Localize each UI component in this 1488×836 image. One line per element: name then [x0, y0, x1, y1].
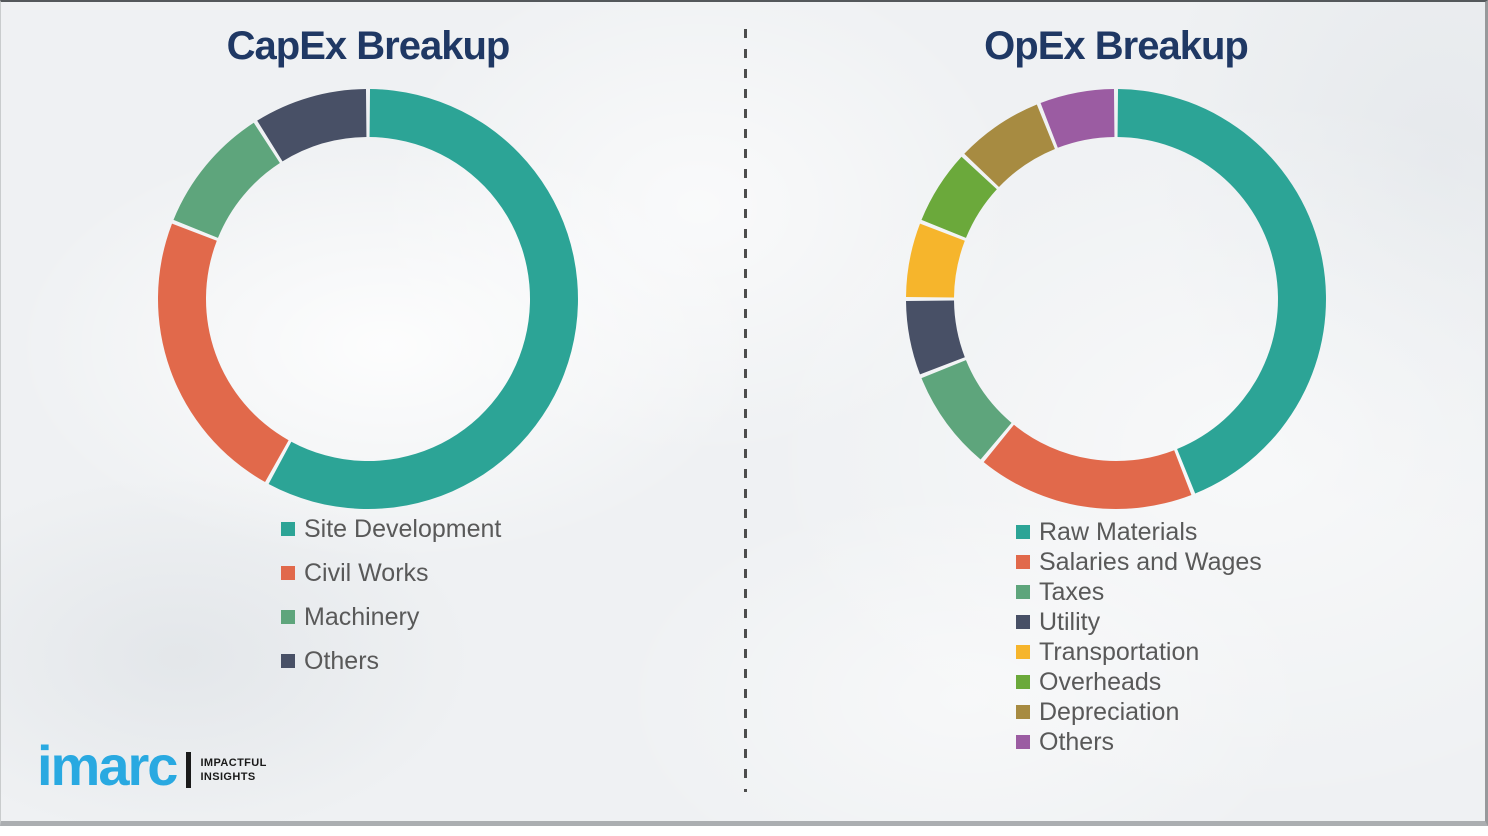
donut-segment-utility [906, 300, 965, 375]
legend-color-swatch [1016, 675, 1030, 689]
legend-label: Overheads [1039, 667, 1162, 696]
capex-legend: Site Development Civil Works Machinery Othe… [281, 507, 501, 683]
donut-segment-salaries-and-wages [983, 424, 1192, 510]
legend-label: Transportation [1039, 637, 1200, 666]
legend-color-swatch [1016, 525, 1030, 539]
legend-color-swatch [1016, 555, 1030, 569]
donut-segment-transportation [906, 223, 965, 298]
capex-donut-chart [157, 89, 578, 510]
legend-color-swatch [281, 654, 295, 668]
legend-color-swatch [1016, 645, 1030, 659]
legend-color-swatch [1016, 585, 1030, 599]
legend-label: Site Development [304, 514, 502, 543]
donut-segment-site-development [268, 89, 578, 510]
legend-color-swatch [281, 566, 295, 580]
legend-item-salaries-and-wages: Salaries and Wages [1016, 547, 1262, 577]
legend-label: Taxes [1039, 577, 1105, 606]
dashed-divider-line [744, 29, 747, 792]
donut-segment-others [257, 89, 367, 162]
legend-item-others: Others [281, 639, 501, 683]
legend-color-swatch [281, 610, 295, 624]
donut-segment-taxes [921, 360, 1012, 460]
legend-item-site-development: Site Development [281, 507, 501, 551]
legend-color-swatch [1016, 735, 1030, 749]
donut-segment-overheads [921, 156, 997, 238]
legend-label: Others [304, 646, 380, 675]
opex-chart-title: OpEx Breakup [984, 24, 1249, 68]
legend-color-swatch [1016, 615, 1030, 629]
capex-chart-title: CapEx Breakup [226, 24, 511, 68]
legend-item-taxes: Taxes [1016, 577, 1262, 607]
opex-legend: Raw Materials Salaries and Wages Taxes Util… [1016, 517, 1262, 757]
donut-segment-raw-materials [1117, 89, 1326, 494]
legend-label: Salaries and Wages [1039, 547, 1262, 576]
legend-label: Civil Works [304, 558, 429, 587]
legend-item-raw-materials: Raw Materials [1016, 517, 1262, 547]
logo-tagline: IMPACTFUL INSIGHTS [200, 756, 266, 785]
legend-item-transportation: Transportation [1016, 637, 1262, 667]
legend-item-overheads: Overheads [1016, 667, 1262, 697]
imarc-logo: imarc IMPACTFUL INSIGHTS [37, 733, 267, 802]
imarc-brand-text: imarc [37, 733, 178, 797]
donut-segment-machinery [173, 122, 280, 238]
donut-segment-others [1040, 89, 1115, 148]
legend-label: Utility [1039, 607, 1101, 636]
opex-donut-chart [906, 89, 1326, 510]
legend-label: Machinery [304, 602, 420, 631]
logo-tagline-line1: IMPACTFUL [200, 756, 267, 769]
legend-item-others: Others [1016, 727, 1262, 757]
legend-color-swatch [1016, 705, 1030, 719]
legend-label: Raw Materials [1039, 517, 1198, 546]
legend-item-depreciation: Depreciation [1016, 697, 1262, 727]
donut-segment-depreciation [964, 104, 1055, 187]
legend-item-civil-works: Civil Works [281, 551, 501, 595]
logo-tagline-line2: INSIGHTS [200, 771, 256, 783]
logo-divider-bar [186, 752, 192, 788]
legend-color-swatch [281, 522, 295, 536]
donut-segment-civil-works [157, 223, 289, 483]
legend-item-utility: Utility [1016, 607, 1262, 637]
legend-label: Others [1039, 727, 1115, 756]
legend-label: Depreciation [1039, 697, 1180, 726]
legend-item-machinery: Machinery [281, 595, 501, 639]
